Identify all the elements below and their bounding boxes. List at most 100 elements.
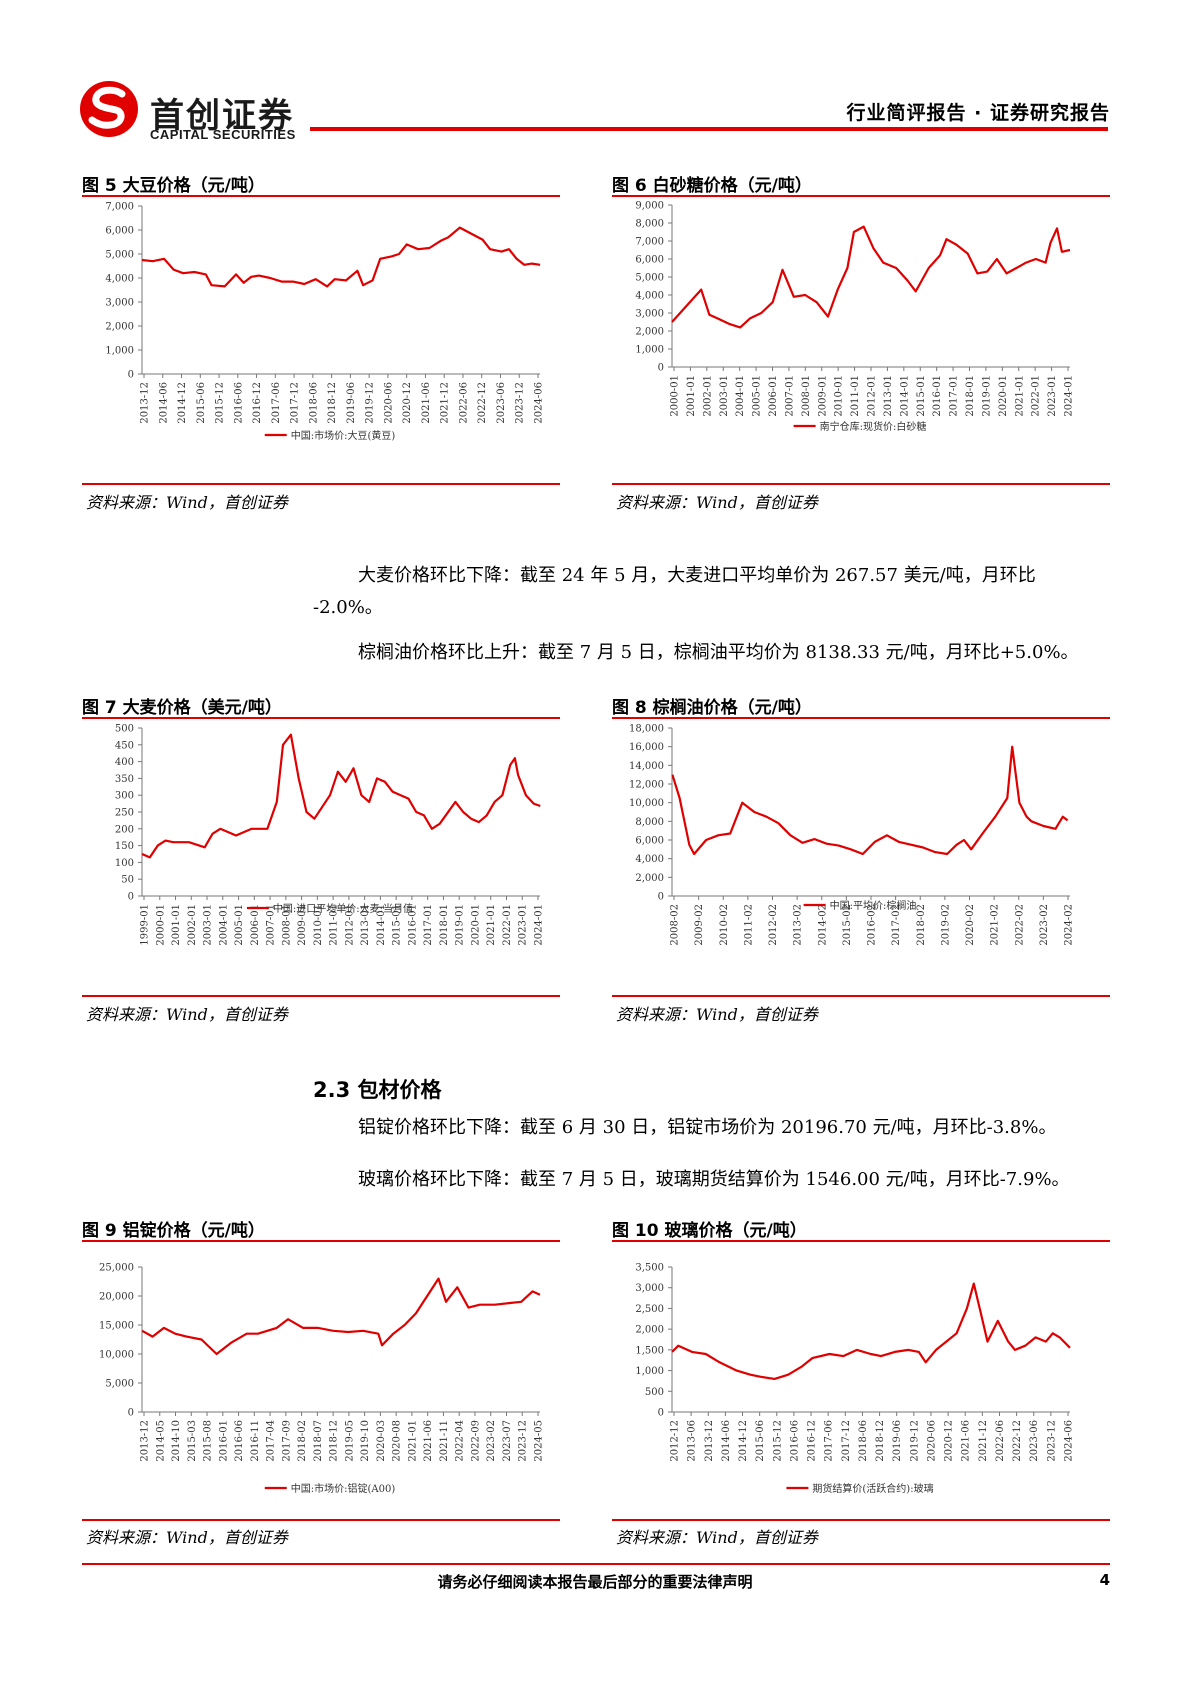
x-tick-label: 2019-05 — [344, 1420, 355, 1462]
report-type: 行业简评报告 · 证券研究报告 — [846, 102, 1110, 124]
figure-7-top-rule — [82, 717, 560, 719]
x-tick-label: 2015-08 — [203, 1420, 214, 1462]
barley-price-chart: 0 50 100 150 200 250 300 350 400 450 500 1999-01 200… — [115, 724, 545, 946]
x-tick-label: 2015-01 — [916, 375, 927, 417]
x-tick-label: 2016-06 — [789, 1420, 800, 1462]
header-divider — [310, 127, 1108, 131]
x-tick-label: 2024-01 — [1064, 375, 1075, 417]
y-tick-label: 150 — [115, 841, 134, 852]
x-tick-label: 2022-12 — [477, 382, 488, 424]
section-title: 2.3 包材价格 — [313, 1078, 442, 1102]
y-tick-label: 6,000 — [105, 226, 134, 237]
x-tick-label: 2021-01 — [1014, 375, 1025, 417]
x-tick-label: 2021-11 — [439, 1420, 450, 1462]
x-tick-label: 2020-01 — [998, 375, 1009, 417]
x-tick-label: 2014-01 — [899, 375, 910, 417]
y-tick-label: 0 — [128, 892, 134, 903]
figure-8-bottom-rule — [612, 995, 1110, 997]
x-tick-label: 2018-02 — [916, 904, 927, 946]
figure-6-title: 图 6 白砂糖价格（元/吨） — [612, 176, 812, 196]
series-line — [671, 745, 1069, 856]
x-tick-label: 2017-04 — [266, 1420, 277, 1462]
x-tick-label: 2024-06 — [1064, 1420, 1075, 1462]
x-tick-label: 2023-12 — [1046, 1420, 1057, 1462]
x-tick-label: 2022-02 — [1014, 904, 1025, 946]
glass-paragraph: 玻璃价格环比下降：截至 7 月 5 日，玻璃期货结算价为 1546.00 元/吨… — [358, 1169, 1070, 1190]
x-tick-label: 2020-06 — [383, 382, 394, 424]
figure-10-source: 资料来源：Wind，首创证券 — [616, 1528, 818, 1547]
x-tick-label: 2016-11 — [250, 1420, 261, 1462]
y-tick-label: 10,000 — [99, 1350, 134, 1361]
palm-oil-price-chart: 0 2,000 4,000 6,000 8,000 10,000 12,000 14,000 1… — [629, 724, 1075, 946]
x-tick-label: 2020-06 — [926, 1420, 937, 1462]
x-tick-label: 2020-01 — [470, 904, 481, 946]
x-tick-label: 2013-01 — [360, 904, 371, 946]
x-tick-label: 2022-04 — [455, 1420, 466, 1462]
x-tick-label: 2017-02 — [891, 904, 902, 946]
x-tick-label: 2012-02 — [768, 904, 779, 946]
x-tick-label: 2019-06 — [892, 1420, 903, 1462]
x-tick-label: 2013-01 — [883, 375, 894, 417]
x-tick-label: 2019-10 — [360, 1420, 371, 1462]
aluminum-price-chart: 0 5,000 10,000 15,000 20,000 25,000 2013-12 201… — [99, 1263, 545, 1496]
y-tick-label: 25,000 — [99, 1263, 134, 1274]
x-tick-label: 1999-01 — [140, 904, 151, 946]
x-tick-label: 2015-06 — [196, 382, 207, 424]
y-tick-label: 5,000 — [105, 1379, 134, 1390]
x-tick-label: 2017-06 — [824, 1420, 835, 1462]
x-tick-label: 2018-01 — [965, 375, 976, 417]
figure-8-top-rule — [612, 717, 1110, 719]
x-tick-label: 2017-01 — [949, 375, 960, 417]
palm-oil-paragraph: 棕榈油价格环比上升：截至 7 月 5 日，棕榈油平均价为 8138.33 元/吨… — [358, 642, 1079, 663]
y-tick-label: 15,000 — [99, 1321, 134, 1332]
y-tick-label: 9,000 — [635, 201, 664, 212]
y-tick-label: 500 — [115, 724, 134, 735]
y-tick-label: 0 — [128, 1408, 134, 1419]
x-tick-label: 2000-01 — [670, 375, 681, 417]
x-tick-label: 2020-03 — [376, 1420, 387, 1462]
series-line — [671, 225, 1071, 329]
x-tick-label: 2021-06 — [421, 382, 432, 424]
y-tick-label: 100 — [115, 858, 134, 869]
series-line — [141, 1277, 541, 1356]
figure-5-source: 资料来源：Wind，首创证券 — [86, 493, 288, 512]
brand-name: 首创证券 — [150, 96, 294, 136]
x-tick-label: 2015-12 — [772, 1420, 783, 1462]
figure-7-source: 资料来源：Wind，首创证券 — [86, 1005, 288, 1024]
x-tick-label: 2023-02 — [486, 1420, 497, 1462]
series-line — [671, 1282, 1071, 1380]
x-tick-label: 2018-06 — [308, 382, 319, 424]
x-tick-label: 2008-01 — [281, 904, 292, 946]
x-tick-label: 2010-02 — [719, 904, 730, 946]
x-tick-label: 2023-06 — [1029, 1420, 1040, 1462]
y-tick-label: 0 — [658, 363, 664, 374]
x-tick-label: 2011-01 — [850, 375, 861, 417]
y-tick-label: 2,000 — [105, 322, 134, 333]
x-tick-label: 2021-01 — [407, 1420, 418, 1462]
x-tick-label: 2016-12 — [252, 382, 263, 424]
y-tick-label: 3,500 — [635, 1263, 664, 1274]
x-tick-label: 2016-12 — [807, 1420, 818, 1462]
figure-9-top-rule — [82, 1240, 560, 1242]
y-tick-label: 3,000 — [635, 1283, 664, 1294]
legend-label: 期货结算价(活跃合约):玻璃 — [812, 1482, 933, 1495]
x-tick-label: 2020-02 — [965, 904, 976, 946]
x-tick-label: 2019-12 — [909, 1420, 920, 1462]
x-tick-label: 2020-12 — [402, 382, 413, 424]
x-tick-label: 2017-01 — [423, 904, 434, 946]
x-tick-label: 2018-07 — [313, 1420, 324, 1462]
x-tick-label: 2012-01 — [344, 904, 355, 946]
soybean-price-chart: 0 1,000 2,000 3,000 4,000 5,000 6,000 7,000 2013… — [105, 202, 544, 443]
figure-5-title: 图 5 大豆价格（元/吨） — [82, 176, 265, 196]
y-tick-label: 0 — [658, 1408, 664, 1419]
y-tick-label: 1,000 — [105, 346, 134, 357]
x-tick-label: 2001-01 — [686, 375, 697, 417]
x-tick-label: 2014-06 — [158, 382, 169, 424]
x-tick-label: 2015-12 — [215, 382, 226, 424]
x-tick-label: 2006-01 — [250, 904, 261, 946]
x-tick-label: 2010-01 — [313, 904, 324, 946]
figure-5-bottom-rule — [82, 483, 560, 485]
y-tick-label: 12,000 — [629, 780, 664, 791]
x-tick-label: 2000-01 — [155, 904, 166, 946]
y-tick-label: 2,000 — [635, 327, 664, 338]
